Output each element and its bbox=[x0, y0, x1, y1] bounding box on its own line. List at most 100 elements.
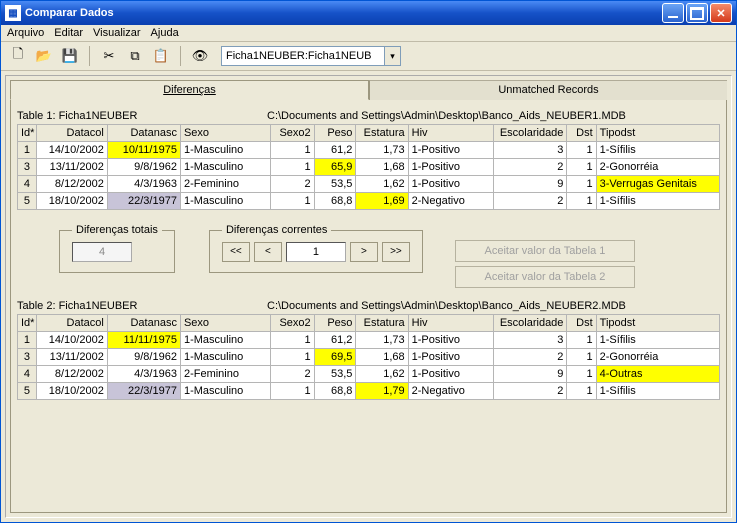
table1: Id*DatacolDatanascSexoSexo2PesoEstaturaH… bbox=[17, 124, 720, 210]
cell-estatura: 1,62 bbox=[356, 366, 408, 383]
cell-dst: 1 bbox=[567, 142, 596, 159]
dropdown-icon[interactable] bbox=[384, 47, 400, 65]
menu-arquivo[interactable]: Arquivo bbox=[7, 27, 44, 39]
table-row[interactable]: 114/10/200211/11/19751-Masculino161,21,7… bbox=[18, 332, 720, 349]
cell-datacol: 8/12/2002 bbox=[36, 366, 107, 383]
col-hiv[interactable]: Hiv bbox=[408, 125, 494, 142]
table-row[interactable]: 313/11/20029/8/19621-Masculino165,91,681… bbox=[18, 159, 720, 176]
col-tipodst[interactable]: Tipodst bbox=[596, 315, 719, 332]
table2-header: Table 2: Ficha1NEUBER C:\Documents and S… bbox=[17, 300, 720, 312]
paste-icon[interactable]: 📋 bbox=[150, 45, 172, 67]
col-estatura[interactable]: Estatura bbox=[356, 125, 408, 142]
cell-escol: 3 bbox=[494, 142, 567, 159]
cell-sexo: 2-Feminino bbox=[180, 366, 270, 383]
tab-strip: Diferenças Unmatched Records bbox=[10, 80, 727, 100]
cell-estatura: 1,68 bbox=[356, 349, 408, 366]
cell-sexo2: 1 bbox=[270, 193, 314, 210]
col-escolaridade[interactable]: Escolaridade bbox=[494, 125, 567, 142]
close-button[interactable] bbox=[710, 3, 732, 23]
cell-escol: 2 bbox=[494, 159, 567, 176]
cell-datacol: 18/10/2002 bbox=[36, 193, 107, 210]
table-row[interactable]: 518/10/200222/3/19771-Masculino168,81,79… bbox=[18, 383, 720, 400]
cell-sexo2: 1 bbox=[270, 142, 314, 159]
save-icon[interactable]: 💾 bbox=[59, 45, 81, 67]
col-dst[interactable]: Dst bbox=[567, 315, 596, 332]
col-datanasc[interactable]: Datanasc bbox=[107, 315, 180, 332]
cell-peso: 65,9 bbox=[314, 159, 356, 176]
view-icon[interactable]: 👁 bbox=[189, 45, 211, 67]
col-sexo[interactable]: Sexo bbox=[180, 125, 270, 142]
copy-icon[interactable]: ⧉ bbox=[124, 45, 146, 67]
accept-table2-button[interactable]: Aceitar valor da Tabela 2 bbox=[455, 266, 635, 288]
totais-group: Diferenças totais 4 bbox=[59, 224, 175, 273]
app-window: ▦ Comparar Dados Arquivo Editar Visualiz… bbox=[0, 0, 737, 523]
table1-label: Table 1: Ficha1NEUBER bbox=[17, 110, 267, 122]
nav-last-button[interactable]: >> bbox=[382, 242, 410, 262]
table-row[interactable]: 313/11/20029/8/19621-Masculino169,51,681… bbox=[18, 349, 720, 366]
col-escolaridade[interactable]: Escolaridade bbox=[494, 315, 567, 332]
nav-first-button[interactable]: << bbox=[222, 242, 250, 262]
col-sexo2[interactable]: Sexo2 bbox=[270, 315, 314, 332]
col-tipodst[interactable]: Tipodst bbox=[596, 125, 719, 142]
col-id[interactable]: Id* bbox=[18, 315, 37, 332]
col-peso[interactable]: Peso bbox=[314, 125, 356, 142]
open-icon[interactable]: 📂 bbox=[33, 45, 55, 67]
accept-table1-button[interactable]: Aceitar valor da Tabela 1 bbox=[455, 240, 635, 262]
cell-datacol: 8/12/2002 bbox=[36, 176, 107, 193]
nav-prev-button[interactable]: < bbox=[254, 242, 282, 262]
cell-hiv: 1-Positivo bbox=[408, 176, 494, 193]
totais-label: Diferenças totais bbox=[72, 224, 162, 236]
row-id: 5 bbox=[18, 193, 37, 210]
col-id[interactable]: Id* bbox=[18, 125, 37, 142]
cell-peso: 53,5 bbox=[314, 366, 356, 383]
maximize-button[interactable] bbox=[686, 3, 708, 23]
col-peso[interactable]: Peso bbox=[314, 315, 356, 332]
minimize-button[interactable] bbox=[662, 3, 684, 23]
tab-diferencas[interactable]: Diferenças bbox=[10, 80, 369, 100]
table-row[interactable]: 48/12/20024/3/19632-Feminino253,51,621-P… bbox=[18, 176, 720, 193]
menu-editar[interactable]: Editar bbox=[54, 27, 83, 39]
cell-sexo2: 1 bbox=[270, 349, 314, 366]
cell-hiv: 1-Positivo bbox=[408, 366, 494, 383]
col-datanasc[interactable]: Datanasc bbox=[107, 125, 180, 142]
col-estatura[interactable]: Estatura bbox=[356, 315, 408, 332]
row-id: 3 bbox=[18, 349, 37, 366]
col-dst[interactable]: Dst bbox=[567, 125, 596, 142]
cell-dst: 1 bbox=[567, 349, 596, 366]
cell-sexo2: 1 bbox=[270, 332, 314, 349]
col-hiv[interactable]: Hiv bbox=[408, 315, 494, 332]
totais-value: 4 bbox=[72, 242, 132, 262]
table2: Id*DatacolDatanascSexoSexo2PesoEstaturaH… bbox=[17, 314, 720, 400]
cut-icon[interactable]: ✂ bbox=[98, 45, 120, 67]
cell-dst: 1 bbox=[567, 332, 596, 349]
cell-sexo: 1-Masculino bbox=[180, 383, 270, 400]
cell-estatura: 1,79 bbox=[356, 383, 408, 400]
col-sexo[interactable]: Sexo bbox=[180, 315, 270, 332]
toolbar: 🗋 📂 💾 ✂ ⧉ 📋 👁 Ficha1NEUBER:Ficha1NEUB bbox=[1, 42, 736, 71]
nav-next-button[interactable]: > bbox=[350, 242, 378, 262]
client-area: Diferenças Unmatched Records Table 1: Fi… bbox=[5, 75, 732, 518]
cell-dst: 1 bbox=[567, 159, 596, 176]
table-row[interactable]: 114/10/200210/11/19751-Masculino161,21,7… bbox=[18, 142, 720, 159]
cell-tipodst: 2-Gonorréia bbox=[596, 159, 719, 176]
col-sexo2[interactable]: Sexo2 bbox=[270, 125, 314, 142]
table-row[interactable]: 518/10/200222/3/19771-Masculino168,81,69… bbox=[18, 193, 720, 210]
cell-datanasc: 22/3/1977 bbox=[107, 193, 180, 210]
menu-visualizar[interactable]: Visualizar bbox=[93, 27, 141, 39]
cell-tipodst: 1-Sífilis bbox=[596, 332, 719, 349]
tab-unmatched[interactable]: Unmatched Records bbox=[369, 80, 727, 100]
cell-escol: 9 bbox=[494, 366, 567, 383]
col-datacol[interactable]: Datacol bbox=[36, 125, 107, 142]
cell-datanasc: 4/3/1963 bbox=[107, 366, 180, 383]
table-row[interactable]: 48/12/20024/3/19632-Feminino253,51,621-P… bbox=[18, 366, 720, 383]
cell-peso: 61,2 bbox=[314, 332, 356, 349]
cell-estatura: 1,68 bbox=[356, 159, 408, 176]
new-icon[interactable]: 🗋 bbox=[7, 45, 29, 67]
menu-ajuda[interactable]: Ajuda bbox=[151, 27, 179, 39]
cell-estatura: 1,69 bbox=[356, 193, 408, 210]
row-id: 1 bbox=[18, 142, 37, 159]
nav-index-input[interactable]: 1 bbox=[286, 242, 346, 262]
col-datacol[interactable]: Datacol bbox=[36, 315, 107, 332]
dataset-combo[interactable]: Ficha1NEUBER:Ficha1NEUB bbox=[221, 46, 401, 66]
cell-tipodst: 1-Sífilis bbox=[596, 142, 719, 159]
